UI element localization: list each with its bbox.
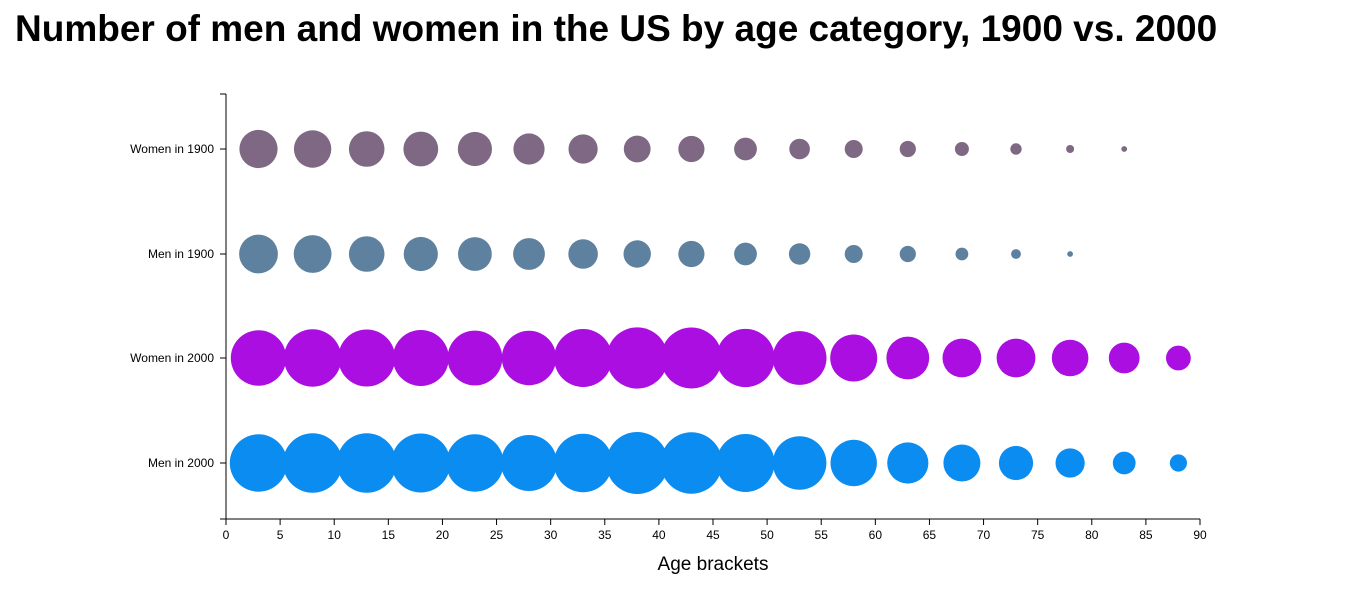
bubble-men-in-2000-88 <box>1169 454 1187 472</box>
bubble-women-in-1900-68 <box>954 142 969 156</box>
bubble-women-in-1900-23 <box>457 131 492 167</box>
bubble-women-in-1900-58 <box>844 140 863 158</box>
bubble-men-in-1900-38 <box>623 240 651 268</box>
x-tick-label: 50 <box>760 528 774 542</box>
bubble-men-in-2000-38 <box>606 432 669 494</box>
x-tick-label: 35 <box>598 528 612 542</box>
bubble-women-in-2000-48 <box>716 328 775 388</box>
x-tick-label: 10 <box>328 528 342 542</box>
bubble-men-in-1900-23 <box>458 237 492 271</box>
bubble-women-in-2000-68 <box>942 338 982 378</box>
bubble-women-in-1900-38 <box>623 135 651 163</box>
bubble-men-in-2000-13 <box>337 433 397 493</box>
bubble-women-in-2000-78 <box>1051 339 1089 377</box>
bubble-men-in-2000-63 <box>887 442 929 484</box>
bubble-women-in-2000-23 <box>447 330 503 386</box>
bubble-men-in-2000-8 <box>282 433 343 493</box>
bubble-men-in-2000-48 <box>716 434 775 492</box>
bubble-men-in-1900-58 <box>844 245 863 263</box>
bubble-men-in-1900-63 <box>899 245 916 263</box>
bubble-men-in-1900-13 <box>348 236 385 272</box>
bubble-women-in-1900-43 <box>678 135 705 163</box>
bubble-men-in-1900-8 <box>293 235 332 273</box>
bubble-men-in-2000-3 <box>229 434 288 492</box>
x-tick-label: 30 <box>544 528 558 542</box>
bubble-men-in-2000-43 <box>660 432 723 494</box>
bubble-women-in-1900-28 <box>513 133 545 165</box>
bubble-men-in-2000-83 <box>1112 451 1136 475</box>
x-axis: 0 5 10 15 20 25 30 35 40 45 50 55 60 65 70 75 80 85 90 <box>220 518 1207 542</box>
x-tick-label: 20 <box>436 528 450 542</box>
bubble-men-in-1900-28 <box>513 238 545 270</box>
bubble-women-in-2000-3 <box>230 330 287 386</box>
bubble-men-in-2000-58 <box>830 439 877 487</box>
bubble-men-in-2000-33 <box>553 433 613 493</box>
bubble-men-in-1900-33 <box>568 239 598 269</box>
bubble-men-in-2000-23 <box>446 434 504 492</box>
x-tick-label: 55 <box>815 528 829 542</box>
bubble-women-in-1900-53 <box>789 138 810 160</box>
y-tick-label: Women in 2000 <box>130 351 214 365</box>
bubble-men-in-1900-48 <box>734 242 757 266</box>
bubble-men-in-1900-78 <box>1067 251 1073 257</box>
bubble-women-in-1900-63 <box>899 140 916 158</box>
x-tick-label: 65 <box>923 528 937 542</box>
bubble-women-in-1900-13 <box>348 131 385 167</box>
x-tick-label: 0 <box>223 528 230 542</box>
x-tick-label: 5 <box>277 528 284 542</box>
bubbles-layer <box>229 129 1191 494</box>
bubble-men-in-1900-53 <box>788 243 811 265</box>
bubble-women-in-1900-3 <box>239 129 278 169</box>
x-axis-title: Age brackets <box>658 554 769 575</box>
x-tick-label: 40 <box>652 528 666 542</box>
chart-title: Number of men and women in the US by age… <box>15 8 1218 49</box>
bubble-men-in-2000-78 <box>1055 448 1085 478</box>
bubble-women-in-2000-13 <box>338 329 396 387</box>
bubble-women-in-1900-78 <box>1066 145 1075 153</box>
bubble-women-in-2000-63 <box>886 336 930 380</box>
y-tick-label: Men in 1900 <box>148 247 214 261</box>
bubble-women-in-2000-73 <box>996 338 1036 378</box>
bubble-men-in-2000-18 <box>391 433 451 493</box>
x-tick-label: 45 <box>706 528 720 542</box>
bubble-women-in-2000-83 <box>1108 342 1140 374</box>
bubble-women-in-1900-18 <box>403 131 439 167</box>
bubble-women-in-2000-53 <box>772 331 827 385</box>
bubble-men-in-2000-68 <box>943 444 981 482</box>
bubble-women-in-2000-33 <box>554 329 613 387</box>
bubble-women-in-2000-28 <box>501 330 557 386</box>
x-tick-label: 60 <box>869 528 883 542</box>
bubble-women-in-2000-58 <box>830 334 878 382</box>
bubble-women-in-2000-43 <box>660 327 722 389</box>
bubble-women-in-1900-83 <box>1121 146 1128 152</box>
bubble-women-in-2000-8 <box>283 329 342 387</box>
x-tick-label: 90 <box>1193 528 1207 542</box>
bubble-men-in-1900-3 <box>239 234 278 274</box>
bubble-women-in-1900-33 <box>568 134 598 164</box>
bubble-men-in-1900-43 <box>678 240 705 268</box>
y-tick-label: Men in 2000 <box>148 456 214 470</box>
x-tick-label: 85 <box>1139 528 1153 542</box>
y-tick-label: Women in 1900 <box>130 142 214 156</box>
x-tick-label: 80 <box>1085 528 1099 542</box>
bubble-women-in-2000-18 <box>392 330 449 386</box>
bubble-men-in-2000-53 <box>772 436 827 490</box>
x-tick-label: 75 <box>1031 528 1045 542</box>
bubble-women-in-1900-8 <box>293 130 332 168</box>
bubble-women-in-1900-73 <box>1010 143 1022 155</box>
bubble-men-in-2000-28 <box>501 435 557 491</box>
bubble-men-in-2000-73 <box>998 445 1034 481</box>
x-tick-label: 15 <box>382 528 396 542</box>
bubble-men-in-1900-18 <box>403 236 438 272</box>
bubble-men-in-1900-73 <box>1011 249 1021 259</box>
bubble-women-in-2000-38 <box>606 327 668 389</box>
x-tick-label: 25 <box>490 528 504 542</box>
bubble-men-in-1900-68 <box>955 247 969 261</box>
bubble-women-in-1900-48 <box>734 137 757 161</box>
bubble-women-in-2000-88 <box>1166 345 1191 371</box>
x-tick-label: 70 <box>977 528 991 542</box>
y-axis: Women in 1900 Men in 1900 Women in 2000 Men… <box>130 93 227 519</box>
